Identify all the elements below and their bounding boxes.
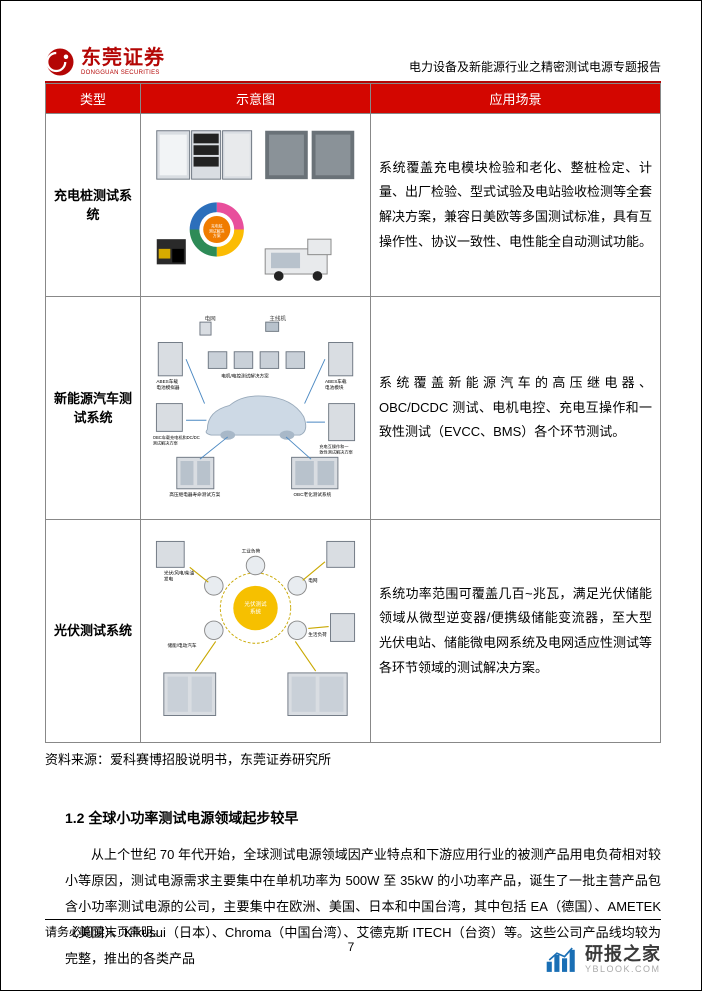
source-line: 资料来源：爱科赛博招股说明书，东莞证券研究所 (45, 749, 661, 768)
main-table: 类型 示意图 应用场景 充电桩测试系统 (45, 83, 661, 743)
watermark: 研报之家 YBLOOK.COM (545, 945, 661, 974)
cell-desc-0: 系统覆盖充电模块检验和老化、整桩检定、计量、出厂检验、型式试验及电站验收检测等全… (371, 114, 661, 297)
th-type: 类型 (46, 84, 141, 114)
cell-diagram-0: 充电桩 测试解决 方案 (141, 114, 371, 297)
logo-text: 东莞证券 DONGGUAN SECURITIES (81, 48, 165, 76)
svg-text:储能/电动汽车: 储能/电动汽车 (168, 642, 197, 649)
svg-text:系统: 系统 (250, 607, 262, 615)
cell-type-0: 充电桩测试系统 (46, 114, 141, 297)
watermark-text: 研报之家 YBLOOK.COM (585, 945, 661, 974)
table-row: 光伏测试系统 光伏测试 系统 工业负荷 电 (46, 520, 661, 743)
report-title: 电力设备及新能源行业之精密测试电源专题报告 (409, 58, 661, 77)
svg-text:OBC老化测试系统: OBC老化测试系统 (293, 491, 331, 498)
logo-block: 东莞证券 DONGGUAN SECURITIES (45, 47, 165, 77)
table-row: 新能源汽车测试系统 电网 主线机 ABES车载 电池模拟器 (46, 297, 661, 520)
footer-disclaimer: 请务必阅读末页声明。 (45, 923, 165, 940)
diagram-nev: 电网 主线机 ABES车载 电池模拟器 ABES车载 电池模块 (149, 303, 362, 513)
th-diagram: 示意图 (141, 84, 371, 114)
cell-desc-2: 系统功率范围可覆盖几百~兆瓦，满足光伏储能领域从微型逆变器/便携级储能变流器，至… (371, 520, 661, 743)
cell-type-2: 光伏测试系统 (46, 520, 141, 743)
svg-text:高压继电器寿命测试方案: 高压继电器寿命测试方案 (169, 491, 220, 498)
svg-text:电池模拟器: 电池模拟器 (156, 384, 180, 391)
dongguan-logo-icon (45, 47, 75, 77)
svg-text:光伏测试: 光伏测试 (244, 600, 267, 608)
svg-text:发电: 发电 (164, 575, 174, 582)
svg-text:电网: 电网 (205, 314, 217, 322)
watermark-cn: 研报之家 (585, 945, 661, 963)
watermark-en: YBLOOK.COM (585, 965, 661, 974)
cell-diagram-2: 光伏测试 系统 工业负荷 电网 生活负荷 储能/电动汽车 (141, 520, 371, 743)
svg-text:主线机: 主线机 (269, 314, 286, 322)
svg-text:工业负荷: 工业负荷 (242, 547, 261, 554)
svg-text:充电互操作和一: 充电互操作和一 (319, 443, 348, 449)
header: 东莞证券 DONGGUAN SECURITIES 电力设备及新能源行业之精密测试… (45, 27, 661, 77)
watermark-bars-icon (545, 946, 579, 974)
section-heading: 1.2 全球小功率测试电源领域起步较早 (45, 808, 661, 828)
page: 东莞证券 DONGGUAN SECURITIES 电力设备及新能源行业之精密测试… (0, 0, 702, 991)
svg-text:测试解决方案: 测试解决方案 (153, 439, 179, 445)
table-header-row: 类型 示意图 应用场景 (46, 84, 661, 114)
footer-divider (45, 919, 661, 920)
diagram-pv: 光伏测试 系统 工业负荷 电网 生活负荷 储能/电动汽车 (149, 526, 362, 736)
svg-text:方案: 方案 (213, 233, 221, 238)
svg-text:电网: 电网 (308, 577, 318, 584)
th-scenario: 应用场景 (371, 84, 661, 114)
cell-diagram-1: 电网 主线机 ABES车载 电池模拟器 ABES车载 电池模块 (141, 297, 371, 520)
cell-type-1: 新能源汽车测试系统 (46, 297, 141, 520)
diagram-charging-pile: 充电桩 测试解决 方案 (149, 120, 362, 290)
svg-text:致性测试解决方案: 致性测试解决方案 (319, 448, 353, 454)
svg-text:电机/电控测试解决方案: 电机/电控测试解决方案 (221, 372, 269, 379)
logo-cn: 东莞证券 (81, 48, 165, 68)
table-row: 充电桩测试系统 (46, 114, 661, 297)
svg-text:生活负荷: 生活负荷 (308, 631, 327, 638)
logo-en: DONGGUAN SECURITIES (81, 70, 165, 76)
cell-desc-1: 系统覆盖新能源汽车的高压继电器、OBC/DCDC 测试、电机电控、充电互操作和一… (371, 297, 661, 520)
svg-text:电池模块: 电池模块 (325, 384, 344, 391)
svg-text:OBC车载充电机和DC/DC: OBC车载充电机和DC/DC (153, 434, 200, 440)
